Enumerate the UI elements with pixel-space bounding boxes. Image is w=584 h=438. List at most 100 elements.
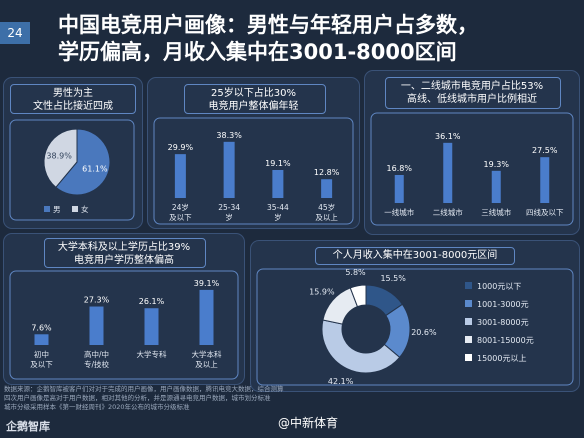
- income-legend-swatch: [465, 354, 472, 361]
- svg-education-value-label: 27.3%: [84, 296, 110, 305]
- gender-chart: 61.1% 38.9% 男 女: [9, 119, 135, 221]
- svg-city-category-label: 一线城市: [384, 207, 414, 217]
- svg-income-slice-label: 5.8%: [345, 268, 366, 277]
- svg-education-category-label: 及以下: [30, 360, 53, 369]
- age-chart: 29.9%24岁及以下38.3%25-34岁19.1%35-44岁12.8%45…: [153, 117, 354, 225]
- svg-age-value-label: 38.3%: [216, 131, 242, 140]
- income-chart-title: 个人月收入集中在3001-8000元区间: [251, 249, 579, 262]
- watermark: @中新体育: [278, 416, 339, 430]
- gender-legend-label: 男: [53, 205, 61, 214]
- gender-legend-label: 女: [81, 204, 89, 214]
- svg-education-value-label: 7.6%: [31, 323, 52, 332]
- svg-city-value-label: 19.3%: [484, 160, 510, 169]
- svg-age-category-label: 及以下: [169, 213, 192, 222]
- title-line-2: 学历偏高，月收入集中在3001-8000区间: [58, 40, 457, 64]
- age-title-line-1: 25岁以下占比30%: [211, 88, 296, 99]
- age-title-box: [184, 84, 326, 114]
- svg-age-bar: [321, 179, 333, 198]
- income-legend-swatch: [465, 318, 472, 325]
- svg-age-category-label: 岁: [274, 212, 282, 222]
- gender-legend-swatch: [44, 206, 50, 212]
- income-title-line-1: 个人月收入集中在3001-8000元区间: [332, 250, 498, 261]
- city-chart: 16.8% 一线城市 36.1% 二线城市 19.3% 三线城市 27.5% 四线及以下: [370, 112, 574, 226]
- svg-city-value-label: 27.5%: [532, 146, 558, 155]
- svg-education-bar: [144, 308, 159, 345]
- svg-city-bar: [491, 170, 501, 203]
- gender-title-line-2: 文性占比接近四成: [33, 101, 113, 112]
- income-frame: [256, 268, 574, 386]
- city-title-line-2: 高线、低线城市用户比例相近: [407, 94, 537, 105]
- gender-frame: [9, 119, 135, 221]
- svg-education-bar: [34, 334, 49, 345]
- income-legend-swatch: [465, 300, 472, 307]
- svg-age-value-label: 29.9%: [168, 143, 194, 152]
- svg-education-category-label: 大学专科: [137, 349, 167, 359]
- svg-gender-slice-label: 61.1%: [82, 164, 108, 173]
- svg-city-bar: [540, 157, 550, 203]
- svg-city-category-label: 三线城市: [481, 207, 511, 217]
- svg-education-value-label: 26.1%: [139, 297, 165, 306]
- education-chart-title: 大学本科及以上学历占比39% 电竞用户学历整体偏高: [4, 241, 244, 267]
- source-line-2: 四次用户画像是高对于用户数据，相对其他的分析，并是源通寻电竞用户数据，城市划分标…: [4, 394, 271, 402]
- svg-age-bar: [272, 169, 284, 198]
- svg-income-slice-label: 42.1%: [328, 377, 354, 386]
- svg-education-category-label: 高中/中: [84, 349, 109, 359]
- income-legend-label: 15000元以上: [477, 354, 526, 363]
- age-chart-title: 25岁以下占比30% 电竞用户整体偏年轻: [148, 87, 359, 113]
- education-title-box: [44, 238, 206, 268]
- title-line-1: 中国电竞用户画像：男性与年轻用户占多数，: [58, 13, 478, 37]
- page-number: 24: [0, 22, 30, 44]
- education-title-line-1: 大学本科及以上学历占比39%: [57, 242, 191, 253]
- svg-city-category-label: 四线及以下: [526, 207, 564, 217]
- education-title-line-2: 电竞用户学历整体偏高: [74, 255, 174, 266]
- income-legend-label: 1000元以下: [477, 282, 521, 291]
- svg-age-category-label: 及以上: [315, 213, 338, 222]
- svg-gender-slice: [55, 128, 111, 196]
- svg-age-value-label: 12.8%: [314, 168, 340, 177]
- svg-city-value-label: 36.1%: [435, 132, 461, 141]
- gender-panel: 男性为主 文性占比接近四成 61.1% 38.9% 男 女: [3, 77, 143, 229]
- svg-education-category-label: 初中: [34, 349, 49, 359]
- svg-education-bar: [89, 306, 104, 345]
- svg-education-value-label: 39.1%: [194, 279, 220, 288]
- svg-age-category-label: 24岁: [172, 202, 189, 212]
- svg-education-category-label: 及以上: [195, 360, 218, 369]
- svg-city-bar: [394, 175, 404, 203]
- svg-city-frame: [370, 112, 574, 226]
- svg-income-slice-label: 15.9%: [309, 287, 335, 296]
- svg-city-bar: [443, 142, 453, 203]
- gender-title-box: [10, 84, 136, 114]
- source-note: 数据来源：企鹅智库被客户们对对于完成的用户画像，用户画像数据，腾讯电竞大数据，综…: [4, 385, 374, 412]
- svg-city-value-label: 16.8%: [387, 164, 413, 173]
- svg-education-bar: [199, 289, 214, 345]
- svg-income-slice: [349, 284, 367, 308]
- gender-legend-swatch: [72, 206, 78, 212]
- svg-city-category-label: 二线城市: [433, 207, 463, 217]
- income-title-box: [315, 247, 515, 265]
- svg-gender-slice-label: 38.9%: [46, 152, 72, 161]
- svg-gender-slice: [43, 128, 78, 188]
- svg-age-category-label: 岁: [225, 212, 233, 222]
- svg-education-category-label: 大学本科: [192, 349, 222, 359]
- svg-age-frame: [153, 117, 354, 225]
- age-title-line-2: 电竞用户整体偏年轻: [208, 101, 299, 112]
- city-title-line-1: 一、二线城市电竞用户占比53%: [400, 81, 544, 92]
- gender-chart-title: 男性为主 文性占比接近四成: [4, 87, 142, 113]
- brand-logo: 企鹅智库: [6, 420, 50, 433]
- svg-age-bar: [174, 154, 186, 198]
- page-title: 中国电竞用户画像：男性与年轻用户占多数， 学历偏高，月收入集中在3001-800…: [58, 12, 578, 66]
- city-panel: 一、二线城市电竞用户占比53% 高线、低线城市用户比例相近 16.8% 一线城市 3…: [364, 70, 580, 235]
- education-panel: 大学本科及以上学历占比39% 电竞用户学历整体偏高 7.6% 初中 及以下 27.3%…: [3, 233, 245, 385]
- svg-age-bar: [223, 141, 235, 198]
- income-panel: 个人月收入集中在3001-8000元区间 15.5% 20.6% 42.1% 15.9…: [250, 240, 580, 392]
- svg-education-category-label: 专/技校: [84, 359, 110, 369]
- svg-age-value-label: 19.1%: [265, 159, 291, 168]
- source-line-3: 城市分级采用样本《第一财经周刊》2020年公布的城市分级标准: [4, 403, 190, 411]
- svg-income-slice-label: 15.5%: [380, 274, 406, 283]
- income-legend-label: 8001-15000元: [477, 336, 534, 345]
- svg-income-slice-label: 20.6%: [411, 328, 437, 337]
- age-panel: 25岁以下占比30% 电竞用户整体偏年轻 29.9% 24岁 及以下 38.3% 25-…: [147, 77, 360, 229]
- gender-title-line-1: 男性为主: [53, 88, 93, 99]
- income-chart: 15.5% 20.6% 42.1% 15.9% 5.8% 1000元以下 1001-3000…: [256, 268, 574, 386]
